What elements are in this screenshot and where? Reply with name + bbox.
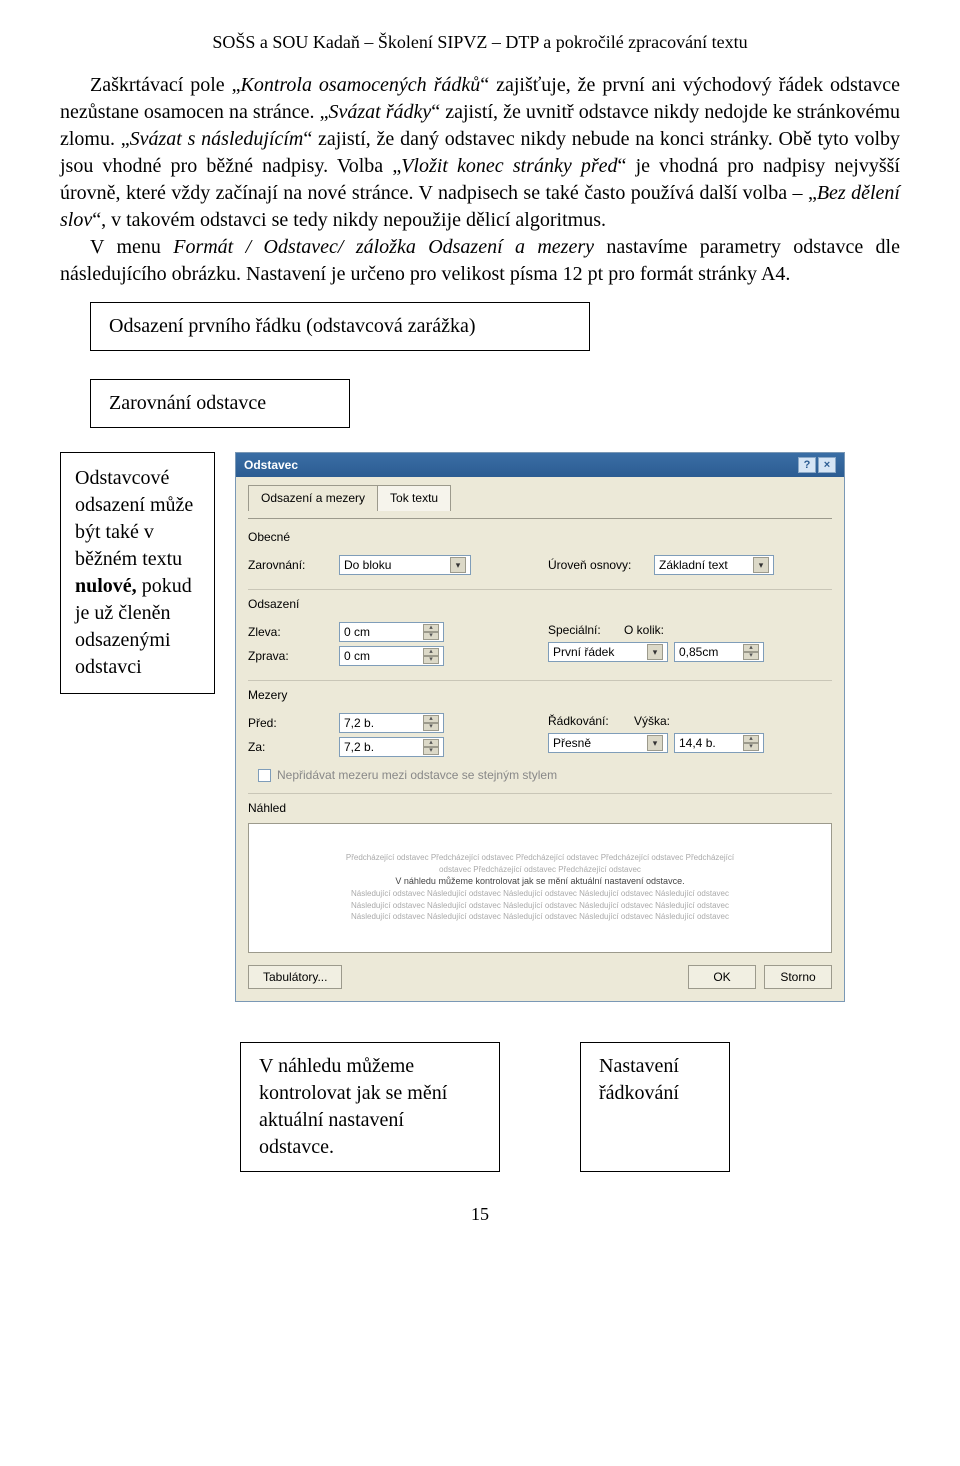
lbl-zleva: Zleva: <box>248 624 333 640</box>
p1-i3: Svázat s následujícím <box>130 128 304 150</box>
paragraph-2: V menu Formát / Odstavec/ záložka Odsaze… <box>60 234 900 288</box>
combo-zarovnani[interactable]: Do bloku ▾ <box>339 555 471 575</box>
spin-zleva[interactable]: 0 cm ▴▾ <box>339 622 444 642</box>
p1-i1: Kontrola osamocených řádků <box>240 74 480 96</box>
p2-a: V menu <box>90 236 173 258</box>
lbl-nepridavat: Nepřidávat mezeru mezi odstavce se stejn… <box>277 767 557 783</box>
p1-i4: Vložit konec stránky před <box>401 155 617 177</box>
spin-up-icon[interactable]: ▴ <box>423 715 439 723</box>
spin-down-icon[interactable]: ▾ <box>423 656 439 664</box>
combo-radkovani-value: Přesně <box>553 735 591 751</box>
group-odsazeni: Odsazení <box>248 596 832 612</box>
help-icon[interactable]: ? <box>798 457 816 473</box>
chevron-down-icon[interactable]: ▾ <box>647 735 663 751</box>
tab-tok-textu[interactable]: Tok textu <box>377 485 451 510</box>
close-icon[interactable]: × <box>818 457 836 473</box>
p1-f: “, v takovém odstavci se tedy nikdy nepo… <box>92 209 606 231</box>
lbl-zarovnani: Zarovnání: <box>248 557 333 573</box>
callout-indent-firstline: Odsazení prvního řádku (odstavcová zaráž… <box>90 302 590 351</box>
lbl-za: Za: <box>248 739 333 755</box>
odstavec-dialog: Odstavec ? × Odsazení a mezery Tok textu… <box>235 452 845 1002</box>
side-a: Odstavcové odsazení může být také v běžn… <box>75 467 193 570</box>
lbl-vyska: Výška: <box>634 713 694 729</box>
combo-specialni-value: První řádek <box>553 644 614 660</box>
preview-text: V náhledu můžeme kontrolovat jak se mění… <box>291 876 790 887</box>
dialog-titlebar[interactable]: Odstavec ? × <box>236 453 844 477</box>
combo-zarovnani-value: Do bloku <box>344 557 391 573</box>
spin-vyska[interactable]: 14,4 b. ▴▾ <box>674 733 764 753</box>
preview-panel: Předcházející odstavec Předcházející ods… <box>248 823 832 953</box>
spin-zprava-value: 0 cm <box>344 648 370 664</box>
tab-odsazeni-mezery[interactable]: Odsazení a mezery <box>248 485 378 510</box>
spin-down-icon[interactable]: ▾ <box>423 723 439 731</box>
spin-vyska-value: 14,4 b. <box>679 735 716 751</box>
spin-okolik[interactable]: 0,85cm ▴▾ <box>674 642 764 662</box>
spin-zprava[interactable]: 0 cm ▴▾ <box>339 646 444 666</box>
side-b: nulové, <box>75 575 137 597</box>
spin-za-value: 7,2 b. <box>344 739 374 755</box>
page-number: 15 <box>60 1202 900 1226</box>
page-header: SOŠS a SOU Kadaň – Školení SIPVZ – DTP a… <box>60 30 900 54</box>
tabulatory-button[interactable]: Tabulátory... <box>248 965 342 989</box>
spin-down-icon[interactable]: ▾ <box>423 632 439 640</box>
spin-up-icon[interactable]: ▴ <box>743 644 759 652</box>
dialog-title: Odstavec <box>244 457 298 473</box>
combo-uroven-value: Základní text <box>659 557 728 573</box>
callout-side-indent: Odstavcové odsazení může být také v běžn… <box>60 452 215 694</box>
spin-up-icon[interactable]: ▴ <box>423 648 439 656</box>
group-obecne: Obecné <box>248 529 832 545</box>
spin-zleva-value: 0 cm <box>344 624 370 640</box>
spin-down-icon[interactable]: ▾ <box>743 743 759 751</box>
combo-specialni[interactable]: První řádek ▾ <box>548 642 668 662</box>
spin-down-icon[interactable]: ▾ <box>423 747 439 755</box>
spin-up-icon[interactable]: ▴ <box>743 735 759 743</box>
storno-button[interactable]: Storno <box>764 965 832 989</box>
spin-up-icon[interactable]: ▴ <box>423 739 439 747</box>
paragraph-1: Zaškrtávací pole „Kontrola osamocených ř… <box>60 72 900 234</box>
ok-button[interactable]: OK <box>688 965 756 989</box>
lbl-zprava: Zprava: <box>248 648 333 664</box>
checkbox-nepridavat[interactable] <box>258 769 271 782</box>
lbl-radkovani: Řádkování: <box>548 713 628 729</box>
group-nahled: Náhled <box>248 800 832 816</box>
spin-down-icon[interactable]: ▾ <box>743 652 759 660</box>
callout-radkovani: Nastavení řádkování <box>580 1042 730 1172</box>
lbl-okolik: O kolik: <box>624 622 684 638</box>
spin-up-icon[interactable]: ▴ <box>423 624 439 632</box>
callout-alignment: Zarovnání odstavce <box>90 379 350 428</box>
spin-pred-value: 7,2 b. <box>344 715 374 731</box>
lbl-uroven: Úroveň osnovy: <box>548 557 648 573</box>
chevron-down-icon[interactable]: ▾ <box>753 557 769 573</box>
group-mezery: Mezery <box>248 687 832 703</box>
chevron-down-icon[interactable]: ▾ <box>647 644 663 660</box>
p2-i: Formát / Odstavec/ záložka Odsazení a me… <box>173 236 594 258</box>
combo-radkovani[interactable]: Přesně ▾ <box>548 733 668 753</box>
p1-i2: Svázat řádky <box>328 101 431 123</box>
spin-okolik-value: 0,85cm <box>679 644 718 660</box>
chevron-down-icon[interactable]: ▾ <box>450 557 466 573</box>
callout-preview: V náhledu můžeme kontrolovat jak se mění… <box>240 1042 500 1172</box>
lbl-specialni: Speciální: <box>548 622 618 638</box>
combo-uroven[interactable]: Základní text ▾ <box>654 555 774 575</box>
p1-text: Zaškrtávací pole „ <box>90 74 240 96</box>
spin-za[interactable]: 7,2 b. ▴▾ <box>339 737 444 757</box>
spin-pred[interactable]: 7,2 b. ▴▾ <box>339 713 444 733</box>
lbl-pred: Před: <box>248 715 333 731</box>
